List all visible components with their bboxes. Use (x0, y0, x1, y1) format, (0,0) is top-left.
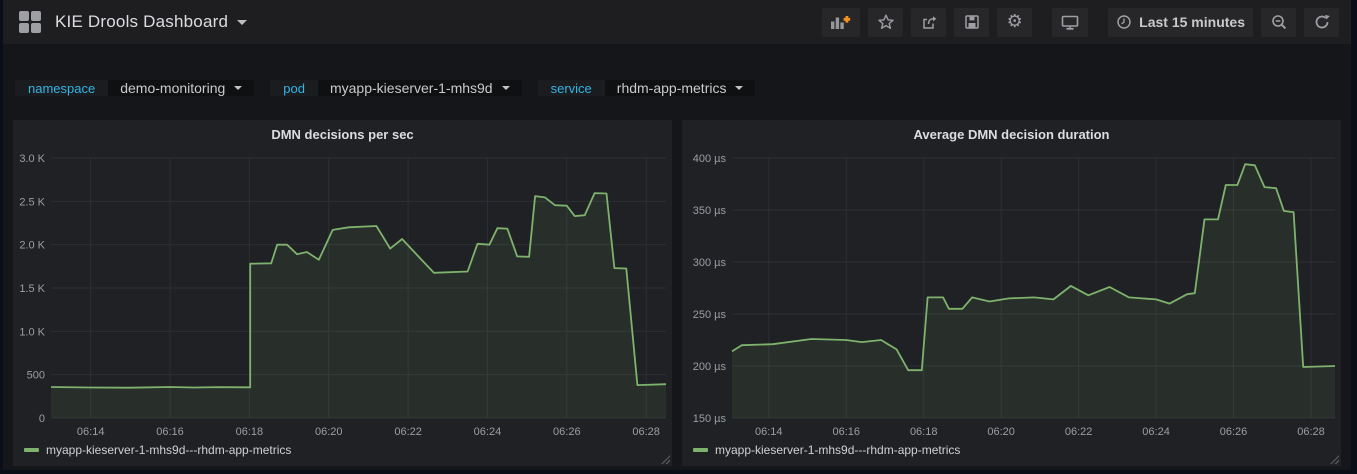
series-color-dash (24, 448, 39, 452)
clock-icon (1117, 15, 1131, 29)
svg-text:06:26: 06:26 (1220, 426, 1248, 438)
svg-text:06:14: 06:14 (755, 426, 783, 438)
chevron-down-icon (501, 86, 510, 90)
svg-text:2.0 K: 2.0 K (19, 240, 45, 252)
svg-text:200 µs: 200 µs (693, 361, 727, 373)
panel-avg-dmn-decision-duration: Average DMN decision duration 06:14 06:16… (682, 120, 1341, 466)
zoom-out-button[interactable] (1261, 7, 1296, 37)
legend: myapp-kieserver-1-mhs9d---rhdm-app-metri… (24, 443, 291, 457)
save-button[interactable] (954, 7, 990, 37)
svg-text:2.5 K: 2.5 K (19, 196, 45, 208)
svg-text:06:28: 06:28 (1297, 426, 1325, 438)
legend-series-label[interactable]: myapp-kieserver-1-mhs9d---rhdm-app-metri… (715, 443, 961, 457)
refresh-button[interactable] (1304, 7, 1339, 37)
filter-pod: pod myapp-kieserver-1-mhs9d (270, 80, 522, 96)
svg-text:06:16: 06:16 (156, 426, 184, 438)
chevron-down-icon[interactable] (237, 19, 248, 25)
svg-text:06:14: 06:14 (77, 426, 105, 438)
svg-text:150 µs: 150 µs (693, 413, 727, 425)
magnifier-minus-icon (1271, 15, 1286, 30)
svg-text:300 µs: 300 µs (693, 257, 727, 269)
filter-select-pod[interactable]: myapp-kieserver-1-mhs9d (317, 80, 522, 96)
filter-value-service: rhdm-app-metrics (616, 80, 727, 96)
svg-text:06:24: 06:24 (474, 426, 502, 438)
dashboard-row: DMN decisions per sec 06:14 06:16 06:18 06:… (3, 120, 1351, 466)
svg-text:06:20: 06:20 (987, 426, 1015, 438)
filter-value-namespace: demo-monitoring (120, 80, 226, 96)
panel-resize-handle[interactable] (1330, 455, 1339, 464)
svg-text:500: 500 (27, 370, 45, 382)
time-range-label: Last 15 minutes (1139, 14, 1245, 30)
svg-text:3.0 K: 3.0 K (19, 153, 45, 165)
tv-mode-button[interactable] (1052, 7, 1089, 37)
svg-text:06:22: 06:22 (394, 426, 422, 438)
favorite-button[interactable] (868, 7, 904, 37)
dmn-duration-chart[interactable]: 06:14 06:16 06:18 06:20 06:22 06:24 06:26 06:28… (682, 120, 1341, 466)
filter-select-service[interactable]: rhdm-app-metrics (604, 80, 756, 96)
share-button[interactable] (911, 7, 947, 37)
chevron-down-icon (735, 86, 744, 90)
svg-text:06:24: 06:24 (1142, 426, 1170, 438)
filter-value-pod: myapp-kieserver-1-mhs9d (329, 80, 493, 96)
series-color-dash (693, 448, 708, 452)
svg-text:1.0 K: 1.0 K (19, 326, 45, 338)
refresh-icon (1315, 14, 1330, 29)
dashboard-title[interactable]: KIE Drools Dashboard (55, 12, 229, 31)
svg-text:06:18: 06:18 (236, 426, 264, 438)
legend: myapp-kieserver-1-mhs9d---rhdm-app-metri… (693, 443, 960, 457)
add-panel-button[interactable] (822, 7, 861, 37)
navbar-right: ⚙ Last 15 minutes (814, 7, 1339, 37)
svg-text:400 µs: 400 µs (693, 153, 727, 165)
svg-text:06:16: 06:16 (832, 426, 860, 438)
svg-text:0: 0 (39, 413, 45, 425)
svg-text:06:18: 06:18 (910, 426, 938, 438)
bar-chart-plus-icon (831, 16, 851, 29)
svg-text:06:26: 06:26 (553, 426, 581, 438)
filter-select-namespace[interactable]: demo-monitoring (108, 80, 255, 96)
dmn-decisions-chart[interactable]: 06:14 06:16 06:18 06:20 06:22 06:24 06:26 06:28… (13, 120, 672, 466)
settings-button[interactable]: ⚙ (997, 7, 1033, 37)
filter-label-pod: pod (270, 80, 318, 96)
panel-resize-handle[interactable] (661, 455, 670, 464)
svg-text:350 µs: 350 µs (693, 205, 727, 217)
panel-title[interactable]: Average DMN decision duration (913, 127, 1110, 142)
filter-namespace: namespace demo-monitoring (15, 80, 255, 96)
share-arrow-icon (922, 16, 937, 29)
svg-text:06:22: 06:22 (1065, 426, 1093, 438)
svg-text:06:28: 06:28 (632, 426, 660, 438)
chevron-down-icon (234, 86, 243, 90)
navbar: KIE Drools Dashboard (3, 0, 1351, 44)
filter-label-service: service (537, 80, 605, 96)
dashboard-grid-icon[interactable] (19, 11, 41, 33)
navbar-left: KIE Drools Dashboard (19, 11, 248, 33)
gear-icon: ⚙ (1006, 11, 1023, 32)
monitor-icon (1061, 15, 1079, 30)
grafana-app: KIE Drools Dashboard (3, 0, 1351, 470)
filter-label-namespace: namespace (15, 80, 109, 96)
star-icon (877, 14, 894, 30)
panel-dmn-decisions-per-sec: DMN decisions per sec 06:14 06:16 06:18 06:… (13, 120, 672, 466)
time-picker-button[interactable]: Last 15 minutes (1108, 7, 1253, 37)
filter-row: namespace demo-monitoring pod myapp-kies… (15, 72, 1351, 104)
filter-service: service rhdm-app-metrics (537, 80, 756, 96)
floppy-disk-icon (964, 15, 979, 29)
svg-text:250 µs: 250 µs (693, 309, 727, 321)
svg-text:1.5 K: 1.5 K (19, 283, 45, 295)
svg-text:06:20: 06:20 (315, 426, 343, 438)
panel-title[interactable]: DMN decisions per sec (271, 127, 414, 142)
legend-series-label[interactable]: myapp-kieserver-1-mhs9d---rhdm-app-metri… (46, 443, 292, 457)
